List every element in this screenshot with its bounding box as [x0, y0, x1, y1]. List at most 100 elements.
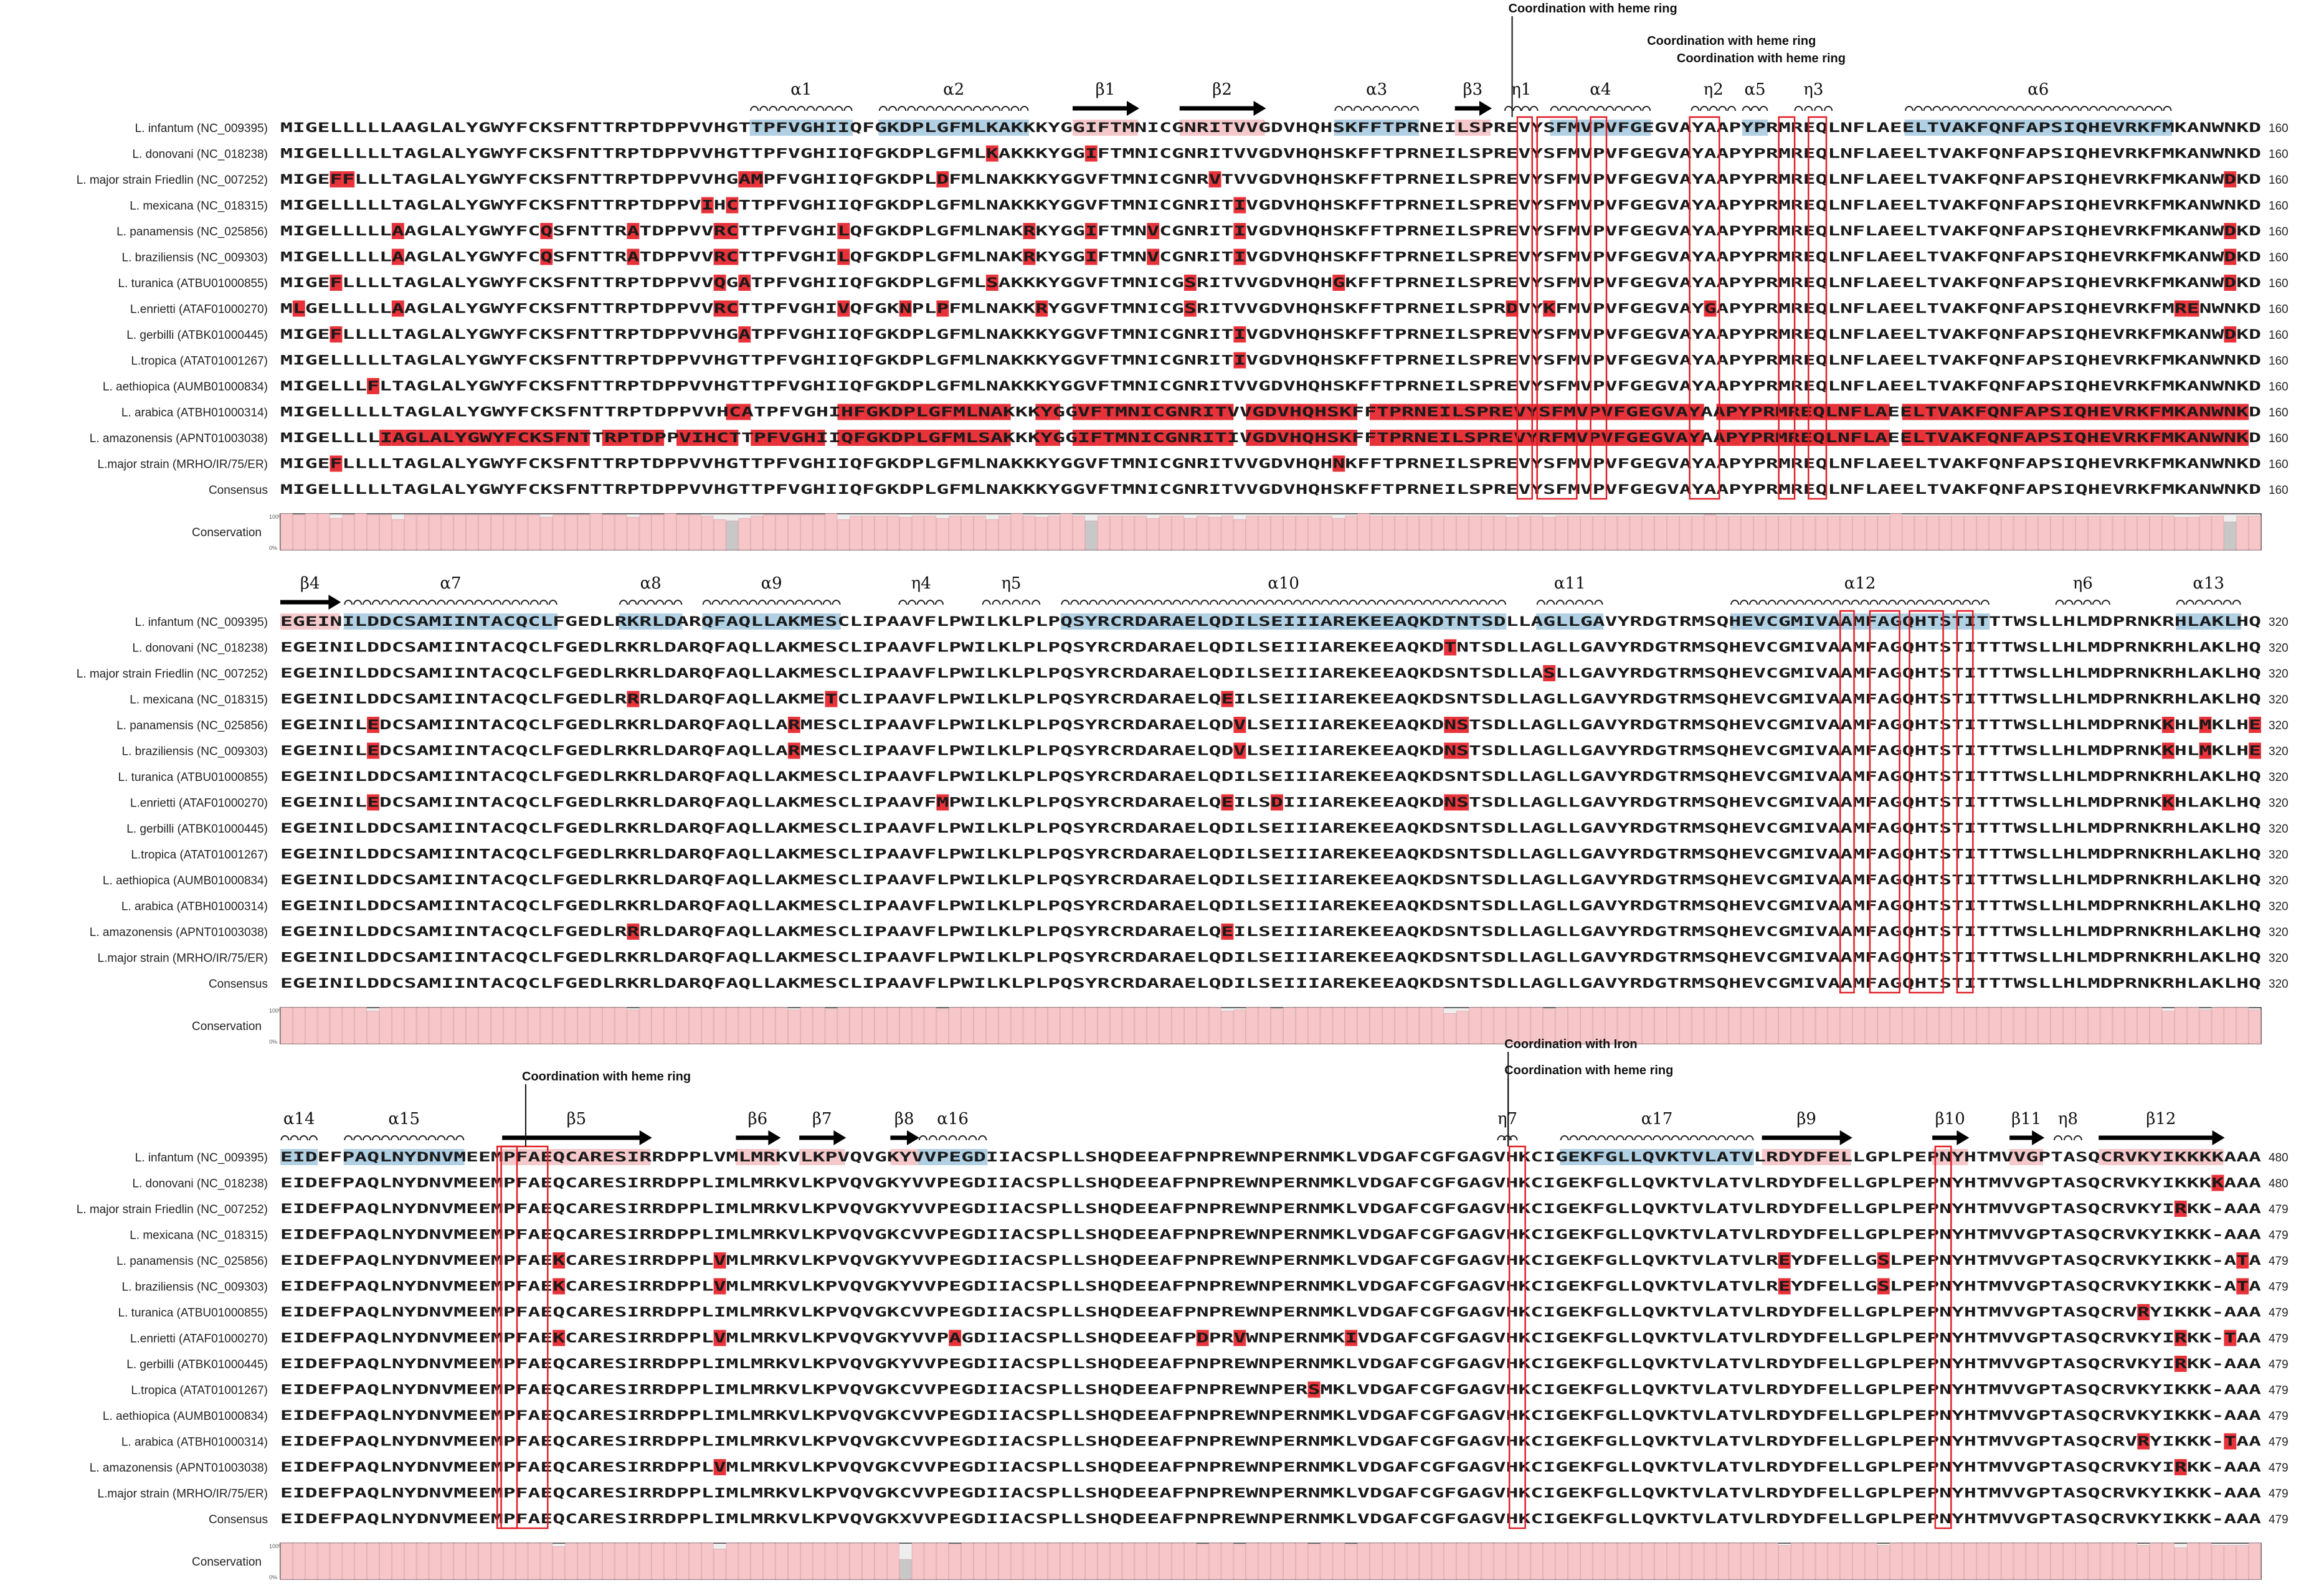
conservation-bar — [1221, 1011, 1234, 1044]
variant-residue-highlight — [1332, 404, 1345, 420]
conservation-scale-max: 100% — [269, 1008, 283, 1014]
conservation-bar — [503, 1007, 516, 1044]
conservation-bar — [2026, 1543, 2039, 1580]
variant-residue-highlight — [862, 430, 875, 446]
species-label: L.enrietti (ATAF01000270) — [130, 303, 268, 316]
conservation-bar — [1580, 1007, 1593, 1044]
conservation-bar — [466, 1007, 478, 1044]
variant-residue-highlight — [2224, 1433, 2237, 1450]
conservation-bar — [2051, 1543, 2063, 1580]
variant-residue-highlight — [751, 430, 764, 446]
variant-residue-highlight — [2026, 430, 2039, 446]
sequence-row: L. gerbilli (ATBK01000445) EGEINILDDCSAMI… — [126, 821, 2288, 836]
conservation-bar — [1010, 1007, 1023, 1044]
ss-shading — [1932, 1149, 1968, 1165]
sequence-row: L. amazonensis (APNT01003038) EIDEFPAQLNY… — [90, 1459, 2288, 1475]
sequence-row: L.tropica (ATAT01001267) EIDEFPAQLNYDNVME… — [131, 1381, 2288, 1398]
ss-helix-α8-label: α8 — [640, 574, 662, 593]
variant-residue-highlight — [515, 430, 528, 446]
residue-number: 320 — [2269, 926, 2288, 939]
conservation-bar — [1518, 1543, 1531, 1580]
conservation-bar — [1295, 1543, 1308, 1580]
variant-residue-highlight — [1952, 430, 1964, 446]
ss-shading — [280, 613, 340, 630]
ss-helix-α8: α8 — [619, 574, 683, 605]
conservation-bar — [1481, 1007, 1494, 1044]
variant-residue-highlight — [1431, 430, 1444, 446]
conservation-bar — [1208, 517, 1221, 551]
variant-residue-highlight — [875, 404, 887, 420]
conservation-bar — [738, 1007, 751, 1044]
conservation-bar — [1828, 1543, 1841, 1580]
variant-residue-highlight — [1084, 404, 1098, 420]
conservation-bar — [775, 1007, 788, 1044]
variant-residue-highlight — [1753, 430, 1766, 446]
conservation-bar — [2087, 516, 2100, 551]
ss-shading — [749, 120, 853, 136]
conservation-bar — [1506, 517, 1519, 551]
conservation-bar — [875, 1543, 887, 1580]
conservation-bar — [1691, 1007, 1704, 1044]
conservation-bar — [1617, 1543, 1630, 1580]
ss-shading — [918, 1149, 988, 1165]
conservation-bar — [2236, 1007, 2249, 1044]
conservation-bar — [875, 1007, 887, 1044]
variant-residue-highlight — [1927, 404, 1940, 420]
conservation-bar — [1060, 1543, 1073, 1580]
ss-turn-η5: η5 — [982, 574, 1041, 605]
conservation-bar — [392, 519, 404, 551]
variant-residue-highlight — [1481, 430, 1494, 446]
variant-residue-highlight — [2186, 300, 2199, 317]
variant-residue-highlight — [1097, 404, 1110, 420]
conservation-bar — [2137, 516, 2150, 551]
conservation-bar — [1840, 516, 1852, 551]
variant-residue-highlight — [837, 248, 850, 265]
conservation-bar — [1766, 516, 1778, 551]
ss-strand-β2-label: β2 — [1212, 80, 1232, 99]
conservation-bar — [1654, 1543, 1667, 1580]
species-label: L. braziliensis (NC_009303) — [122, 252, 268, 265]
conservation-bar — [1766, 1543, 1778, 1580]
conservation-bar — [577, 1007, 590, 1044]
consensus-sequence: EIDEFPAQLNYDNVMEEMPFAEQCARESIRRDPPLIMLMR… — [280, 1511, 2262, 1526]
sequence-row: L. aethiopica (AUMB01000834) MIGELLLFLTAG… — [103, 378, 2288, 394]
ss-helix-α16: α16 — [918, 1110, 987, 1141]
variant-residue-highlight — [936, 404, 949, 420]
conservation-bar — [1307, 516, 1321, 551]
variant-residue-highlight — [726, 248, 739, 265]
ss-strand-β1-arrow-head — [1126, 101, 1139, 116]
conservation-bar — [2162, 1011, 2175, 1044]
variant-residue-highlight — [1976, 404, 1989, 420]
ss-turn-η5-label: η5 — [1001, 574, 1021, 593]
conservation-bar — [1753, 1543, 1766, 1580]
coordination-box — [1956, 610, 1974, 994]
species-label: L. major strain Friedlin (NC_007252) — [77, 1203, 268, 1216]
ss-shading — [799, 1149, 845, 1165]
sequence-text: MLGELLLLLAAGLALYGWYFCKSFNTTRPTDPPVVRCTTP… — [280, 301, 2261, 316]
conservation-bar — [1704, 514, 1717, 551]
variant-residue-highlight — [1419, 404, 1432, 420]
variant-residue-highlight — [1084, 430, 1098, 446]
sequence-text: MIGEFLLLLTAGLALYGWYFCKSFNTTRPTDPPVVQGATP… — [280, 275, 2261, 290]
conservation-bar — [1840, 1543, 1852, 1580]
variant-residue-highlight — [2224, 404, 2237, 420]
variant-residue-highlight — [391, 430, 404, 446]
sequence-text: EGEINILDDCSAMIINTACQCLFGEDLRKRLDARQFAQLL… — [280, 614, 2261, 629]
conservation-bar — [2186, 1543, 2199, 1580]
conservation-bar — [2075, 1543, 2088, 1580]
ss-helix-α7: α7 — [344, 574, 557, 605]
residue-number: 320 — [2269, 745, 2288, 759]
variant-residue-highlight — [1233, 717, 1246, 733]
variant-residue-highlight — [726, 197, 739, 214]
variant-residue-highlight — [1221, 794, 1234, 811]
variant-residue-highlight — [1580, 404, 1593, 420]
conservation-plot: Conservation 100% 0% — [192, 1007, 2262, 1045]
conservation-bar — [1555, 1543, 1568, 1580]
conservation-bar — [1716, 1543, 1729, 1580]
sequence-row: L. braziliensis (NC_009303) EIDEFPAQLNYDN… — [122, 1278, 2288, 1295]
conservation-bar — [1122, 1007, 1135, 1044]
conservation-bar — [1667, 516, 1679, 551]
variant-residue-highlight — [1679, 430, 1692, 446]
conservation-bar — [1914, 516, 1927, 551]
residue-number: 479 — [2269, 1410, 2288, 1423]
